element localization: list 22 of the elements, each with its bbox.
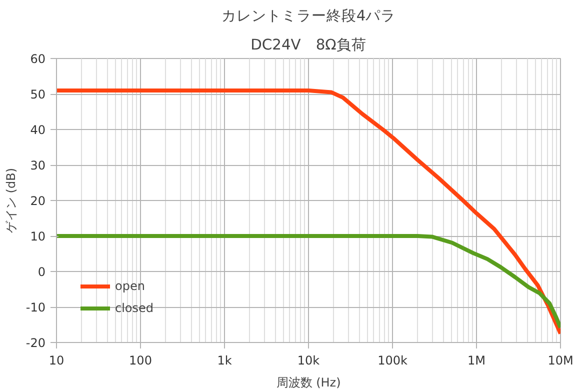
- y-tick-label: 50: [30, 88, 46, 102]
- x-tick-label: 1M: [468, 354, 486, 368]
- x-tick-label: 100: [129, 354, 152, 368]
- legend-label: open: [115, 279, 145, 293]
- y-tick-label: -10: [26, 300, 46, 314]
- y-tick-label: -20: [26, 336, 46, 350]
- legend-label: closed: [115, 301, 154, 315]
- x-tick-label: 10: [48, 354, 64, 368]
- y-tick-label: 30: [30, 158, 46, 172]
- y-tick-label: 20: [30, 194, 46, 208]
- chart-title: カレントミラー終段4パラ: [221, 8, 396, 24]
- x-axis-title: 周波数 (Hz): [276, 376, 341, 390]
- y-tick-label: 0: [38, 265, 46, 279]
- y-tick-label: 60: [30, 52, 46, 66]
- x-tick-label: 100k: [378, 354, 408, 368]
- x-tick-label: 10M: [548, 354, 574, 368]
- chart-subtitle: DC24V 8Ω負荷: [250, 36, 366, 54]
- x-tick-label: 1k: [217, 354, 232, 368]
- y-tick-label: 40: [30, 123, 46, 137]
- y-tick-label: 10: [30, 230, 46, 244]
- x-tick-label: 10k: [297, 354, 320, 368]
- y-axis-title: ゲイン (dB): [4, 168, 18, 234]
